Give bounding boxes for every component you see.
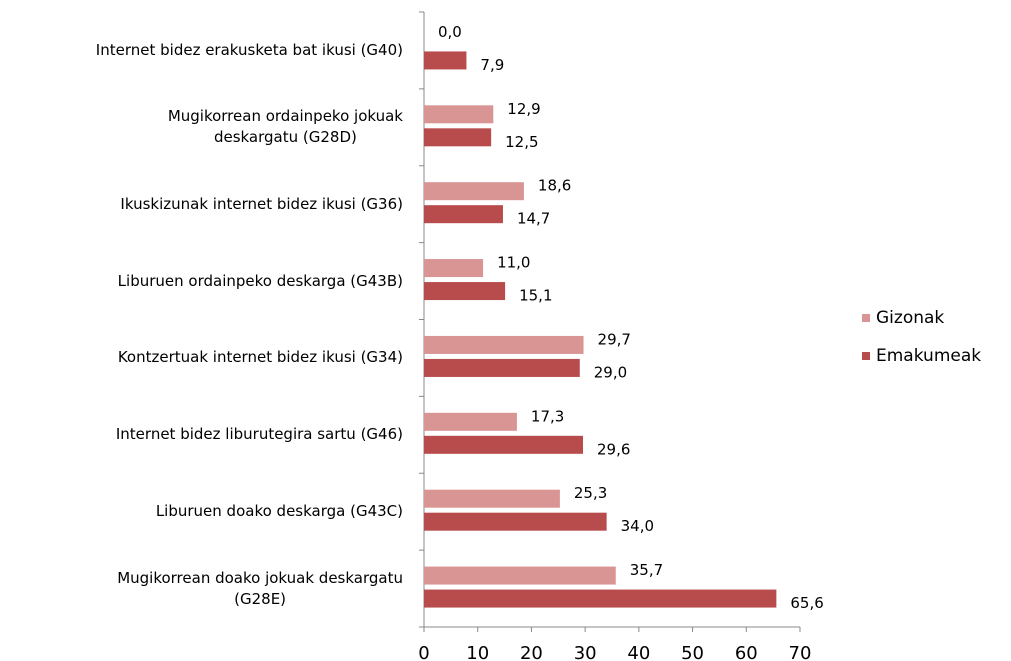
bar bbox=[424, 182, 524, 201]
category-text: Kontzertuak internet bidez ikusi (G34) bbox=[117, 348, 403, 367]
value-label: 17,3 bbox=[531, 407, 564, 425]
value-label: 34,0 bbox=[621, 517, 654, 535]
category-text: Liburuen doako deskarga (G43C) bbox=[155, 502, 403, 521]
x-tick-label: 30 bbox=[574, 643, 597, 661]
value-label: 29,0 bbox=[594, 363, 627, 381]
bar bbox=[424, 489, 560, 508]
category-text: Mugikorrean doako jokuak deskargatu (G28… bbox=[117, 568, 403, 608]
bar bbox=[424, 335, 584, 354]
category-label: Mugikorrean doako jokuak deskargatu (G28… bbox=[3, 568, 403, 610]
bar bbox=[424, 259, 484, 278]
category-text: Internet bidez erakusketa bat ikusi (G40… bbox=[95, 40, 403, 59]
category-label: Liburuen doako deskarga (G43C) bbox=[3, 501, 403, 522]
bar bbox=[424, 412, 517, 431]
category-label: Internet bidez erakusketa bat ikusi (G40… bbox=[3, 40, 403, 61]
bar bbox=[424, 512, 607, 531]
legend-label: Emakumeak bbox=[876, 346, 981, 366]
legend-marker bbox=[862, 314, 870, 322]
bar bbox=[424, 128, 492, 147]
category-text: Liburuen ordainpeko deskarga (G43B) bbox=[117, 271, 403, 290]
category-text: Ikuskizunak internet bidez ikusi (G36) bbox=[120, 194, 403, 213]
category-text: Mugikorrean ordainpeko jokuak deskargatu… bbox=[167, 107, 403, 147]
value-label: 25,3 bbox=[574, 484, 607, 502]
value-label: 0,0 bbox=[438, 23, 462, 41]
bar bbox=[424, 358, 580, 377]
value-label: 14,7 bbox=[517, 210, 550, 228]
x-tick-label: 50 bbox=[681, 643, 704, 661]
value-label: 18,6 bbox=[538, 177, 571, 195]
value-label: 7,9 bbox=[480, 56, 504, 74]
legend-label: Gizonak bbox=[876, 308, 944, 328]
value-label: 29,7 bbox=[598, 330, 631, 348]
value-label: 12,9 bbox=[507, 100, 540, 118]
bar bbox=[424, 589, 777, 608]
value-label: 12,5 bbox=[505, 133, 538, 151]
bar bbox=[424, 282, 506, 301]
category-label: Ikuskizunak internet bidez ikusi (G36) bbox=[3, 194, 403, 215]
value-label: 15,1 bbox=[519, 287, 552, 305]
category-text: Internet bidez liburutegira sartu (G46) bbox=[115, 425, 403, 444]
category-label: Mugikorrean ordainpeko jokuak deskargatu… bbox=[3, 106, 403, 148]
value-label: 29,6 bbox=[597, 440, 630, 458]
legend-marker bbox=[862, 352, 870, 360]
value-label: 65,6 bbox=[790, 594, 823, 612]
bar bbox=[424, 566, 616, 585]
value-label: 11,0 bbox=[497, 254, 530, 272]
category-label: Internet bidez liburutegira sartu (G46) bbox=[3, 424, 403, 445]
x-tick-label: 10 bbox=[466, 643, 489, 661]
category-label: Liburuen ordainpeko deskarga (G43B) bbox=[3, 271, 403, 292]
x-tick-label: 0 bbox=[418, 643, 429, 661]
bar bbox=[424, 51, 467, 70]
bar bbox=[424, 435, 583, 454]
x-tick-label: 20 bbox=[520, 643, 543, 661]
category-label: Kontzertuak internet bidez ikusi (G34) bbox=[3, 347, 403, 368]
x-tick-label: 70 bbox=[789, 643, 812, 661]
x-tick-label: 60 bbox=[735, 643, 758, 661]
x-tick-label: 40 bbox=[627, 643, 650, 661]
value-label: 35,7 bbox=[630, 561, 663, 579]
bar bbox=[424, 205, 503, 224]
bar bbox=[424, 105, 494, 124]
